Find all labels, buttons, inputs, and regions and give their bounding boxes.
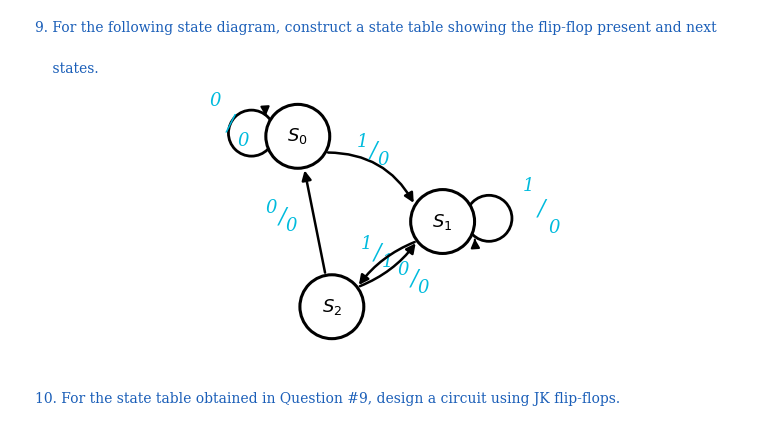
Text: /: / [278,205,286,227]
Text: 0: 0 [377,151,388,169]
Text: 1: 1 [523,177,535,196]
Text: /: / [410,267,418,289]
Text: 1: 1 [361,235,373,253]
Text: states.: states. [35,62,99,76]
Circle shape [410,190,474,253]
Text: 0: 0 [417,279,429,296]
Text: /: / [370,139,377,161]
Text: 0: 0 [397,261,409,279]
Circle shape [300,275,364,339]
Text: $S_1$: $S_1$ [432,212,453,231]
Text: 0: 0 [265,199,276,217]
Text: 0: 0 [209,92,221,110]
Text: 10. For the state table obtained in Question #9, design a circuit using JK flip-: 10. For the state table obtained in Ques… [35,392,620,406]
Text: /: / [538,198,546,220]
Text: /: / [227,112,234,135]
Text: /: / [374,242,381,264]
Text: 0: 0 [238,132,249,150]
Text: 1: 1 [357,133,368,151]
Text: $S_2$: $S_2$ [322,297,342,317]
Text: 1: 1 [381,253,393,271]
Text: 0: 0 [549,219,560,237]
Text: $S_0$: $S_0$ [287,127,308,146]
Text: 9. For the following state diagram, construct a state table showing the flip-flo: 9. For the following state diagram, cons… [35,21,717,35]
Circle shape [266,104,330,168]
Text: 0: 0 [286,217,297,235]
